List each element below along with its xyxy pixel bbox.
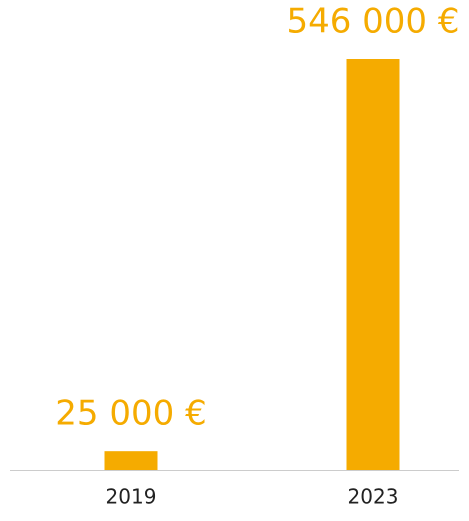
x-tick-label: 2019 bbox=[106, 485, 157, 509]
x-tick-label: 2023 bbox=[348, 485, 399, 509]
value-label: 25 000 € bbox=[55, 394, 206, 434]
value-label: 546 000 € bbox=[286, 2, 459, 42]
bar bbox=[346, 59, 400, 470]
bar bbox=[104, 451, 158, 470]
